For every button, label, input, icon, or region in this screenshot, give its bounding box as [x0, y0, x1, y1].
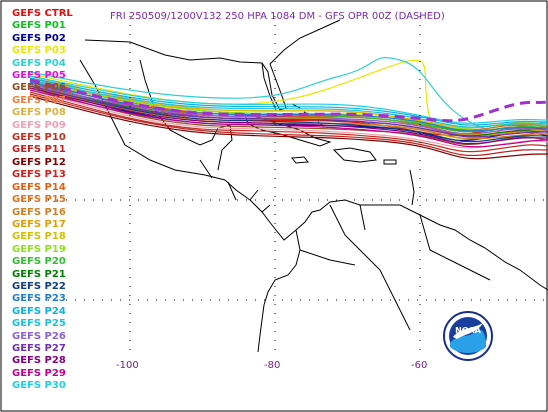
contour-gefs-p30 [29, 75, 548, 124]
coastline-south-america [257, 229, 301, 353]
contour-gefs-p26 [29, 83, 548, 135]
coastline-central-america [224, 179, 486, 249]
legend-item: GEFS CTRL [12, 8, 73, 19]
legend-item: GEFS P24 [12, 305, 66, 317]
contour-gefs-p04 [29, 57, 548, 133]
contour-gefs-p10 [29, 91, 548, 153]
contour-gefs-p22 [29, 85, 548, 143]
contour-gefs-p24 [29, 77, 548, 126]
map-title: FRI 250509/1200V132 250 HPA 1084 DM - GF… [110, 11, 445, 22]
noaa-logo-wave [450, 329, 486, 353]
legend-item: GEFS P14 [12, 181, 66, 193]
legend-item: GEFS P21 [12, 268, 66, 280]
legend-item: GEFS P06 [12, 82, 66, 94]
legend-item: GEFS P25 [12, 318, 66, 330]
legend-item: GEFS P26 [12, 330, 66, 342]
legend-item: GEFS P02 [12, 32, 66, 44]
legend-item: GEFS P15 [12, 194, 66, 206]
longitude-label-60: -60 [411, 360, 428, 371]
legend-item: GEFS P20 [12, 256, 66, 268]
coastline-brazil-north [484, 247, 548, 291]
ensemble-legend: GEFS CTRL GEFS P01 GEFS P02 GEFS P03 GEFS P0… [12, 8, 73, 393]
legend-item: GEFS P13 [12, 169, 66, 181]
coastline-jamaica [291, 156, 309, 164]
legend-item: GEFS P16 [12, 206, 66, 218]
contour-gefs-p12 [29, 95, 548, 160]
longitude-label-100: -100 [116, 360, 139, 371]
legend-item: GEFS P11 [12, 144, 66, 156]
noaa-logo: NOAA [443, 311, 493, 361]
contour-gefs-p11 [29, 93, 548, 157]
legend-item: GEFS P27 [12, 342, 66, 354]
coastline-gulf-north [84, 19, 341, 111]
coastline-hispaniola [332, 147, 377, 163]
contour-gefs-p25 [29, 79, 548, 128]
legend-item: GEFS P07 [12, 94, 66, 106]
legend-item: GEFS P01 [12, 20, 66, 32]
contour-gefs-p29 [29, 89, 548, 148]
noaa-logo-text: NOAA [455, 326, 481, 335]
coastline-puerto-rico [383, 159, 397, 165]
legend-item: GEFS P29 [12, 367, 66, 379]
coastline-florida [261, 62, 277, 111]
legend-item: GEFS P10 [12, 132, 66, 144]
ensemble-contours [29, 57, 548, 160]
noaa-logo-gull [453, 323, 483, 339]
legend-item: GEFS P09 [12, 119, 66, 131]
legend-item: GEFS P08 [12, 107, 66, 119]
longitude-label-80: -80 [264, 360, 281, 371]
legend-item: GEFS P04 [12, 57, 66, 69]
legend-item: GEFS P30 [12, 380, 66, 392]
legend-item: GEFS P17 [12, 218, 66, 230]
contour-gfs-operational [29, 78, 548, 123]
legend-item: GEFS P23 [12, 293, 66, 305]
legend-item: GEFS P28 [12, 355, 66, 367]
legend-item: GEFS P03 [12, 45, 66, 57]
borders-central-america [199, 159, 271, 213]
legend-item: GEFS P22 [12, 280, 66, 292]
contour-gefs-p28 [29, 87, 548, 145]
legend-item: GEFS P19 [12, 243, 66, 255]
contour-gefs-p16 [29, 85, 548, 140]
coastlines [79, 19, 548, 353]
legend-item: GEFS P05 [12, 70, 66, 82]
legend-item: GEFS P18 [12, 231, 66, 243]
legend-item: GEFS P12 [12, 156, 66, 168]
contour-gefs-p27 [29, 85, 548, 138]
coastline-lesser-antilles [409, 169, 415, 206]
borders-south-america [299, 204, 491, 331]
